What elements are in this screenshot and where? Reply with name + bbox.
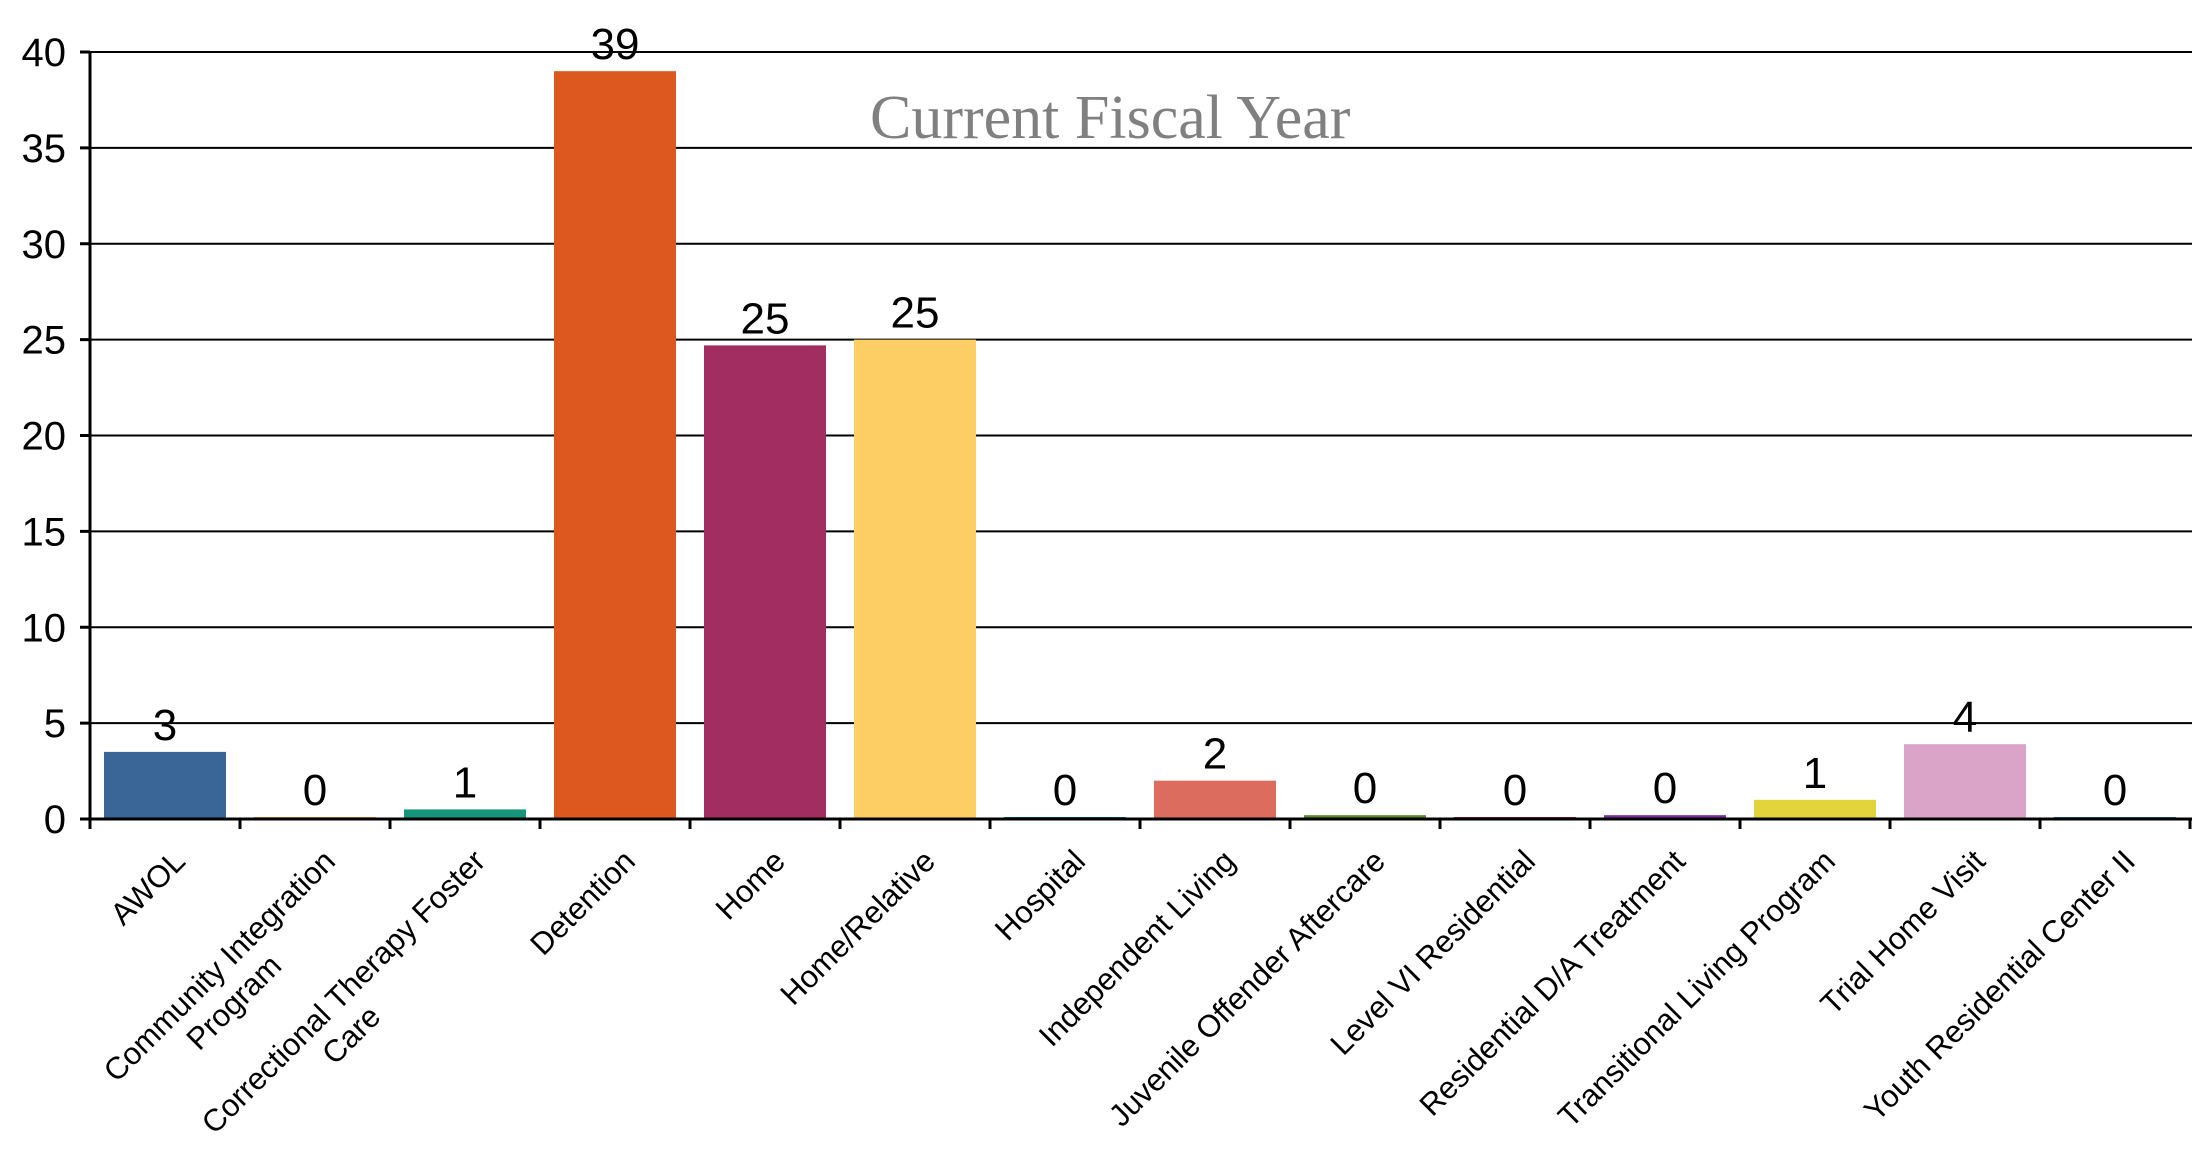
bar-detention [554,71,676,820]
x-tick-label: Hospital [988,843,1092,947]
data-label: 0 [1653,764,1677,813]
bar-transitional-living-program [1754,799,1876,819]
x-tick-label-line: Transitional Living Program [1551,843,1842,1134]
y-tick-label: 40 [22,31,67,75]
x-tick-label-line: Home [709,843,792,926]
data-label: 0 [1503,766,1527,815]
data-label: 0 [1353,764,1377,813]
bar-independent-living [1154,780,1276,819]
x-tick-label: AWOL [103,843,191,931]
data-label: 2 [1203,730,1227,779]
data-label: 1 [453,758,477,807]
data-label: 25 [891,289,940,338]
data-label: 25 [741,294,790,343]
x-tick-label: Detention [523,843,642,962]
y-tick-label: 0 [44,798,66,842]
x-tick-label-line: AWOL [103,843,191,931]
x-tick-label-line: Hospital [988,843,1092,947]
x-tick-label-line: Detention [523,843,642,962]
x-tick-label: Transitional Living Program [1551,843,1842,1134]
data-label: 1 [1803,749,1827,798]
y-tick-label: 30 [22,223,67,267]
data-labels: 3 0 1 39 25 25 0 2 0 0 0 1 4 0 [153,20,2127,815]
x-tick-label-line: Residential D/A Treatment [1413,843,1693,1123]
y-tick-label: 25 [22,319,67,363]
x-tick-label-line: Juvenile Offender Aftercare [1102,843,1392,1133]
data-label: 0 [2103,766,2127,815]
x-tick-label: Juvenile Offender Aftercare [1102,843,1392,1133]
axes [80,50,2192,829]
y-tick-label: 15 [22,510,67,554]
bar-awol [104,751,226,819]
x-tick-label: Home [709,843,792,926]
data-label: 0 [303,766,327,815]
bars [104,71,2176,820]
bar-residential-d-a-treatment [1604,815,1726,819]
chart-title: Current Fiscal Year [870,84,1351,152]
bar-home [704,345,826,819]
gridlines [90,51,2192,725]
data-label: 39 [591,20,640,69]
y-tick-label: 5 [44,702,66,746]
x-tick-label: Youth Residential Center II [1857,843,2142,1128]
data-label: 4 [1953,693,1977,742]
x-tick-label: Home/Relative [773,843,942,1012]
data-label: 3 [153,701,177,750]
x-tick-label-line: Home/Relative [773,843,942,1012]
x-tick-label-line: Youth Residential Center II [1857,843,2142,1128]
bar-home-relative [854,339,976,819]
bar-correctional-therapy-foster-care [404,809,526,819]
x-tick-label: Residential D/A Treatment [1413,843,1693,1123]
bar-juvenile-offender-aftercare [1304,815,1426,819]
y-tick-label: 35 [22,127,67,171]
data-label: 0 [1053,766,1077,815]
y-tick-label: 10 [22,606,67,650]
y-tick-label: 20 [22,415,67,459]
y-axis-tick-labels: 0 5 10 15 20 25 30 35 40 [22,31,67,842]
bar-trial-home-visit [1904,744,2026,819]
